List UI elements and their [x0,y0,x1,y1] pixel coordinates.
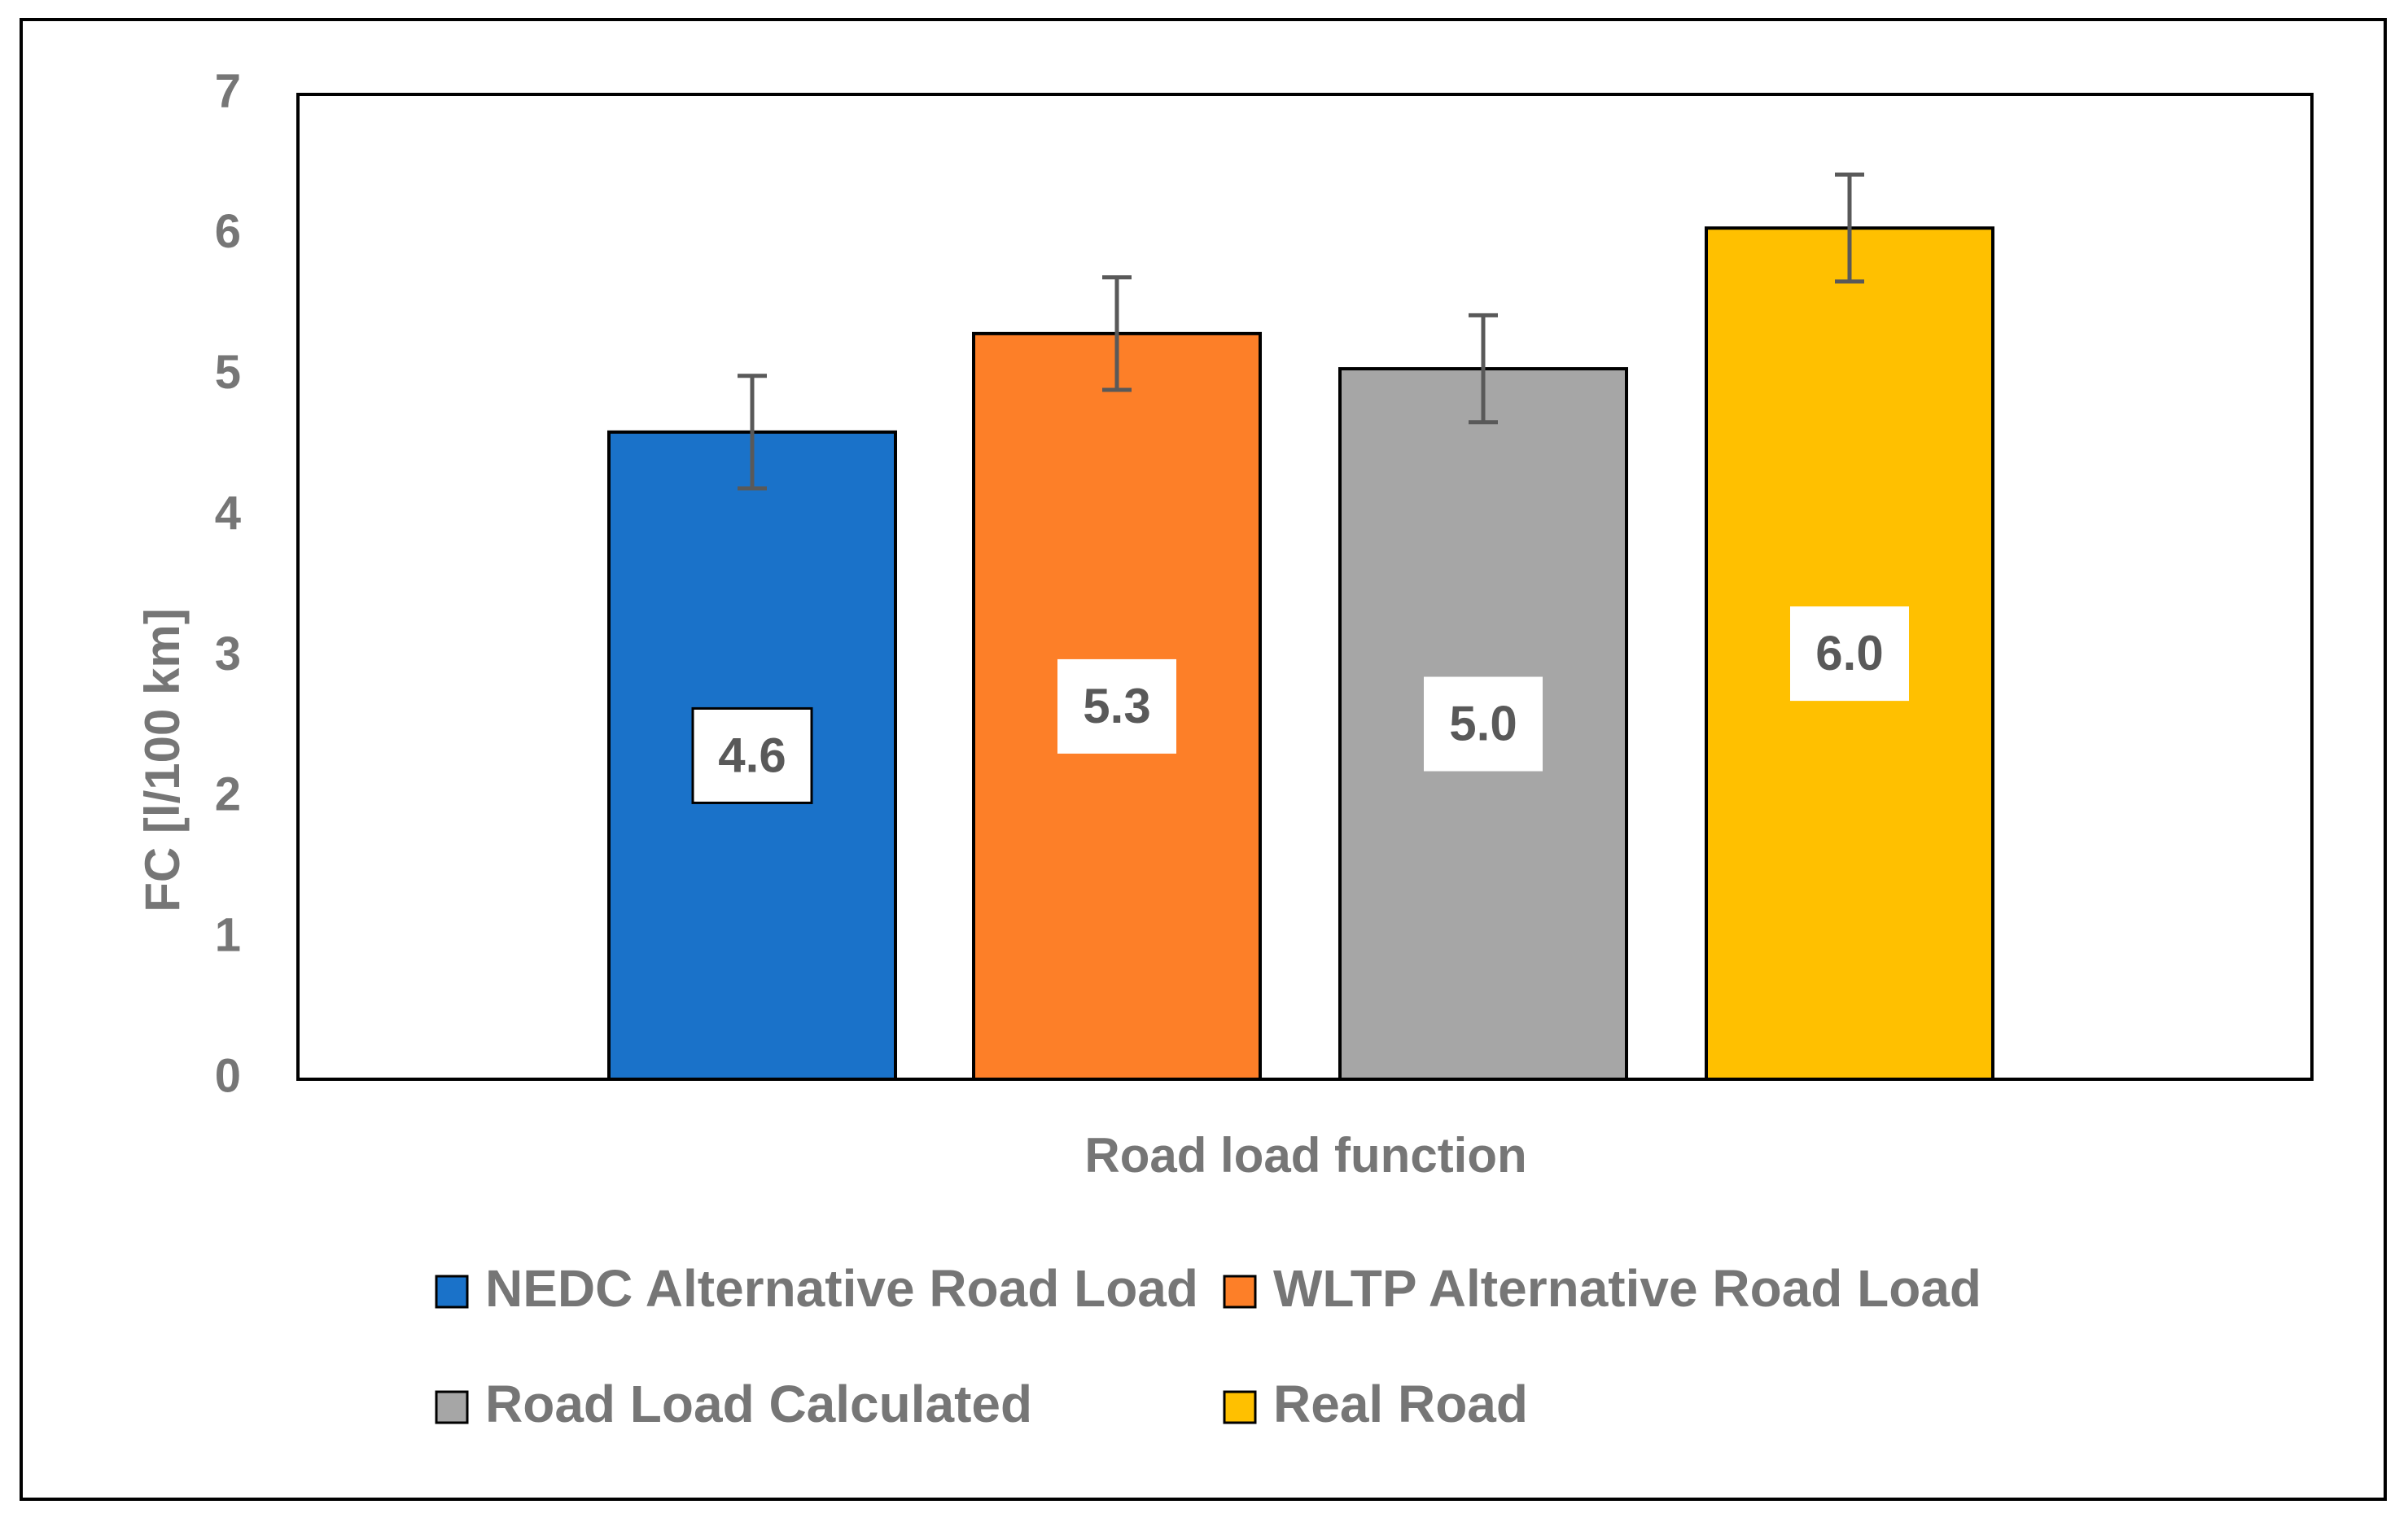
legend-swatch [1223,1390,1257,1424]
error-bars [738,173,1864,491]
data-label: 5.0 [1449,696,1517,750]
y-tick-label: 2 [215,768,241,821]
y-tick-label: 5 [215,346,241,399]
legend-swatch [435,1390,469,1424]
data-label-box [691,706,813,804]
y-tick-label: 1 [215,908,241,961]
y-tick-label: 3 [215,628,241,680]
data-label-box [1057,658,1176,754]
x-axis-title: Road load function [1084,1128,1526,1183]
y-axis-title: FC [l/100 km] [135,608,190,912]
y-tick-label: 6 [215,205,241,258]
plot-area [296,93,2314,1081]
data-label-box [1424,676,1543,772]
y-axis-ticks: 0 1 2 3 4 5 6 7 [215,64,241,1102]
y-tick-label: 0 [215,1049,241,1102]
data-labels: 4.6 5.3 5.0 6.0 [691,606,1909,804]
data-label-box [1790,606,1909,702]
y-tick-label: 7 [215,64,241,117]
legend-label: NEDC Alternative Road Load [485,1259,1198,1318]
legend-label: WLTP Alternative Road Load [1273,1259,1981,1318]
data-label: 6.0 [1815,626,1883,680]
legend-swatch [1223,1275,1257,1309]
legend-label: Real Road [1273,1375,1528,1433]
data-label: 5.3 [1083,679,1150,733]
bars [607,226,1994,1082]
legend: NEDC Alternative Road Load WLTP Alternati… [435,1259,1981,1433]
legend-label: Road Load Calculated [485,1375,1032,1433]
y-tick-label: 4 [215,487,241,540]
data-label: 4.6 [718,728,786,782]
legend-swatch [435,1275,469,1309]
